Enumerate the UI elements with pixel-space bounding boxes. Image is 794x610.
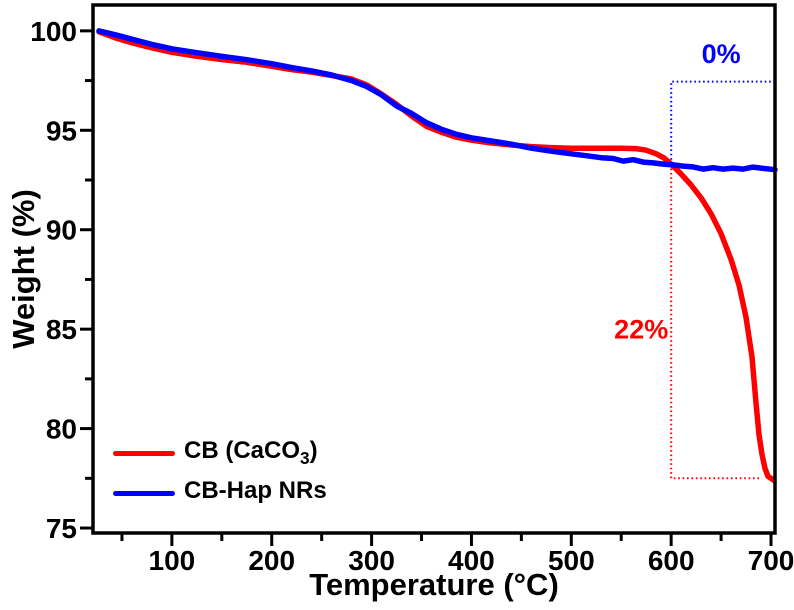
x-tick-label-300: 300 xyxy=(348,545,395,576)
legend-label-cb-hap-nrs: CB-Hap NRs xyxy=(184,477,327,509)
y-tick-label-90: 90 xyxy=(46,215,77,246)
curve-cb-hap-nrs xyxy=(96,28,778,173)
x-tick-label-500: 500 xyxy=(548,545,595,576)
legend-text: CB-Hap NRs xyxy=(184,477,327,505)
legend-item-cb-hap-nrs: CB-Hap NRs xyxy=(113,473,327,513)
annotation-hap-loss-label: 0% xyxy=(702,39,741,69)
x-tick-label-400: 400 xyxy=(448,545,495,576)
legend-line-red xyxy=(113,450,175,456)
x-tick-label-200: 200 xyxy=(248,545,295,576)
legend: CB (CaCO3) CB-Hap NRs xyxy=(113,433,327,513)
x-axis-title: Temperature (°C) xyxy=(309,567,559,602)
y-tick-label-100: 100 xyxy=(30,16,77,47)
legend-label-cb-caco3: CB (CaCO3) xyxy=(184,437,318,469)
x-tick-label-600: 600 xyxy=(648,545,695,576)
legend-text: ) xyxy=(309,437,318,465)
guide-hap-zero-loss-box xyxy=(670,80,775,165)
x-tick-label-700: 700 xyxy=(748,545,794,576)
legend-text-subscript: 3 xyxy=(300,447,310,468)
annotation-cb-loss-label: 22% xyxy=(614,315,668,345)
curve-cb-caco3 xyxy=(96,29,777,484)
y-tick-label-75: 75 xyxy=(46,513,77,544)
y-tick-label-85: 85 xyxy=(46,314,77,345)
y-tick-label-80: 80 xyxy=(46,414,77,445)
legend-text: CB (CaCO xyxy=(184,437,301,465)
plot-frame xyxy=(91,3,777,535)
x-tick-label-100: 100 xyxy=(149,545,196,576)
guide-cb-22pct-loss-box xyxy=(670,164,761,480)
y-tick-label-95: 95 xyxy=(46,115,77,146)
y-axis-title: Weight (%) xyxy=(6,189,41,349)
legend-item-cb-caco3: CB (CaCO3) xyxy=(113,433,327,473)
legend-line-blue xyxy=(113,490,175,496)
